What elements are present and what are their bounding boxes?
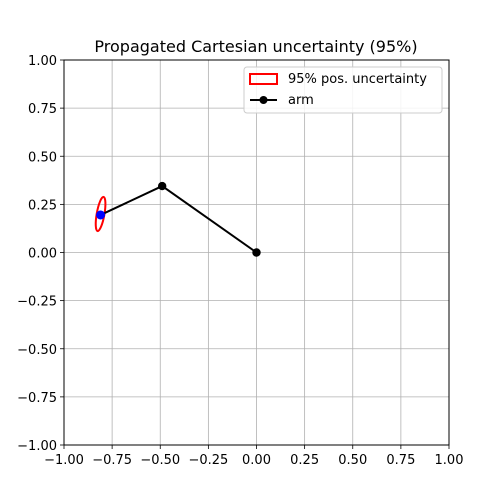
legend: 95% pos. uncertainty arm bbox=[243, 66, 443, 114]
x-tick-label: −1.00 bbox=[44, 453, 84, 468]
y-tick-label: −1.00 bbox=[17, 439, 57, 454]
y-tick-label: 0.00 bbox=[28, 247, 57, 262]
plot-data bbox=[94, 181, 261, 257]
x-tick-label: 0.75 bbox=[386, 453, 415, 468]
y-tick-label: 0.25 bbox=[28, 198, 57, 213]
legend-label-uncertainty: 95% pos. uncertainty bbox=[288, 72, 427, 87]
x-tick-label: −0.75 bbox=[92, 453, 132, 468]
y-tick-label: −0.25 bbox=[17, 295, 57, 310]
y-tick-label: 1.00 bbox=[28, 54, 57, 69]
y-tick-label: −0.75 bbox=[17, 391, 57, 406]
x-tick-label: 0.50 bbox=[338, 453, 367, 468]
legend-box bbox=[243, 66, 443, 114]
arm-joint-marker bbox=[157, 181, 167, 191]
legend-swatch-arm-marker bbox=[259, 96, 268, 104]
x-tick-label: 0.25 bbox=[290, 453, 319, 468]
end-effector-marker bbox=[96, 210, 106, 220]
y-tick-label: 0.50 bbox=[28, 150, 57, 165]
x-tick-label: −0.50 bbox=[140, 453, 180, 468]
arm-joint-marker bbox=[252, 248, 261, 257]
y-tick-label: 0.75 bbox=[28, 102, 57, 117]
x-tick-label: 1.00 bbox=[435, 453, 464, 468]
x-tick-label: 0.00 bbox=[242, 453, 271, 468]
axis-ticks: −1.00 −0.75 −0.50 −0.25 0.00 0.25 0.50 0.75 1.00… bbox=[17, 54, 463, 468]
legend-swatch-ellipse bbox=[249, 73, 278, 85]
x-tick-label: −0.25 bbox=[188, 453, 228, 468]
chart-title: Propagated Cartesian uncertainty (95%) bbox=[94, 37, 417, 56]
y-tick-label: −0.50 bbox=[17, 343, 57, 358]
legend-label-arm: arm bbox=[288, 93, 314, 108]
